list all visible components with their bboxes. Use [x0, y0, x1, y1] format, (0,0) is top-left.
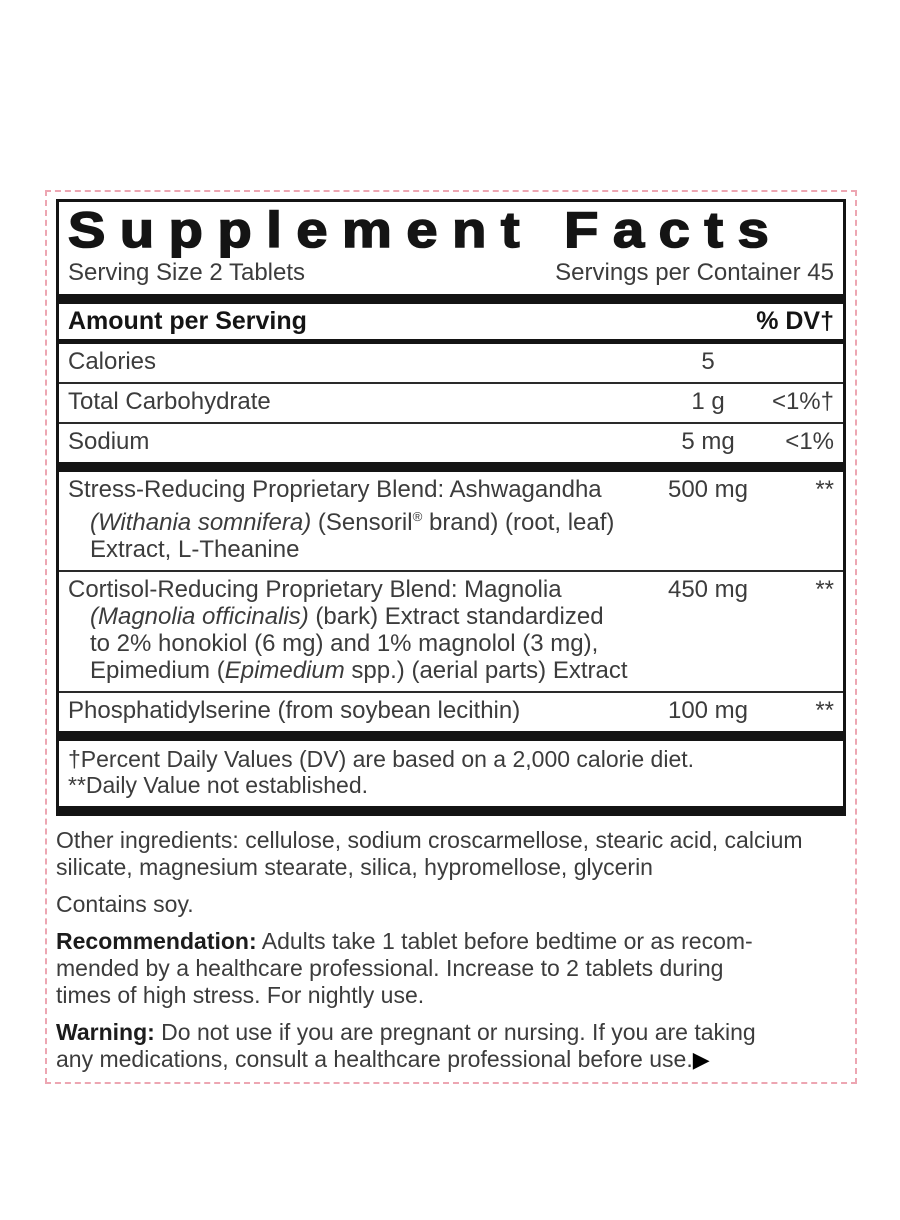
blend-detail-line: to 2% honokiol (6 mg) and 1% magnolol (3… — [90, 630, 599, 657]
label-cut-boundary: Supplement Facts Serving Size 2 Tablets … — [45, 190, 857, 1084]
nutrient-dv: ** — [815, 697, 834, 724]
serving-size-text: Serving Size 2 Tablets — [68, 259, 306, 286]
blend-detail-line: Extract, L-Theanine — [90, 536, 300, 563]
recommendation-text: Adults take 1 tablet before bedtime or a… — [256, 928, 753, 954]
blend-name: Cortisol-Reducing Proprietary Blend: Mag… — [68, 576, 562, 603]
serving-info-row: Serving Size 2 Tablets Servings per Cont… — [68, 255, 834, 294]
nutrient-dv: <1% — [785, 428, 834, 455]
registered-trademark-icon: ® — [412, 509, 423, 524]
nutrient-amount: 100 mg — [667, 697, 749, 724]
other-ingredients-line: Other ingredients: cellulose, sodium cro… — [56, 827, 803, 853]
nutrient-amount: 5 mg — [681, 428, 735, 455]
blend-amount: 450 mg — [667, 576, 749, 603]
divider-thin — [59, 382, 843, 384]
nutrient-row-calories: Calories 5 — [68, 344, 834, 382]
divider-thin — [59, 570, 843, 572]
contains-statement: Contains soy. — [56, 891, 194, 917]
nutrient-name: Sodium — [68, 428, 150, 455]
below-panel-text: Other ingredients: cellulose, sodium cro… — [56, 816, 846, 1073]
amount-per-serving-header: Amount per Serving — [68, 307, 307, 335]
nutrient-name: Phosphatidylserine (from soybean lecithi… — [68, 697, 521, 724]
servings-per-container-text: Servings per Container 45 — [555, 259, 834, 286]
daily-value-footnote: **Daily Value not established. — [68, 772, 369, 798]
warning-line: Warning: Do not use if you are pregnant … — [56, 1019, 846, 1046]
blend-detail-text: brand) (root, leaf) — [422, 509, 615, 536]
botanical-name: (Withania somnifera) — [90, 509, 312, 536]
nutrient-name: Total Carbohydrate — [68, 388, 271, 415]
other-ingredients-paragraph: Other ingredients: cellulose, sodium cro… — [56, 827, 846, 881]
nutrient-row-sodium: Sodium 5 mg <1% — [68, 424, 834, 462]
nutrient-dv: <1%† — [771, 388, 834, 415]
recommendation-line: times of high stress. For nightly use. — [56, 982, 425, 1008]
blend-dv: ** — [815, 476, 834, 503]
nutrient-name: Calories — [68, 348, 157, 375]
warning-line: any medications, consult a healthcare pr… — [56, 1046, 846, 1073]
divider-thin — [59, 691, 843, 693]
blend-name: Stress-Reducing Proprietary Blend: Ashwa… — [68, 476, 602, 503]
blend-row-cortisol-reducing: Cortisol-Reducing Proprietary Blend: Mag… — [68, 572, 834, 691]
blend-dv: ** — [815, 576, 834, 603]
blend-detail-line: (Magnolia officinalis) (bark) Extract st… — [68, 603, 834, 630]
blend-detail-text: Epimedium ( — [90, 657, 225, 684]
blend-detail-line: Epimedium (Epimedium spp.) (aerial parts… — [68, 657, 834, 684]
supplement-facts-panel: Supplement Facts Serving Size 2 Tablets … — [56, 199, 846, 816]
panel-title: Supplement Facts — [67, 202, 784, 258]
warning-text: any medications, consult a healthcare pr… — [56, 1046, 693, 1072]
blend-first-line: Stress-Reducing Proprietary Blend: Ashwa… — [68, 476, 834, 503]
other-ingredients-line: silicate, magnesium stearate, silica, hy… — [56, 854, 653, 880]
blend-detail-text: (Sensoril — [311, 509, 413, 536]
blend-first-line: Cortisol-Reducing Proprietary Blend: Mag… — [68, 576, 834, 603]
blend-row-stress-reducing: Stress-Reducing Proprietary Blend: Ashwa… — [68, 472, 834, 570]
divider-thick-top — [59, 294, 843, 304]
divider-thick-middle — [59, 462, 843, 472]
nutrient-amount: 1 g — [691, 388, 725, 415]
recommendation-paragraph: Recommendation: Adults take 1 tablet bef… — [56, 928, 846, 1009]
divider-thin — [59, 422, 843, 424]
warning-text: Do not use if you are pregnant or nursin… — [154, 1019, 756, 1045]
recommendation-line: Recommendation: Adults take 1 tablet bef… — [56, 928, 846, 955]
column-header-row: Amount per Serving % DV† — [68, 304, 834, 339]
recommendation-label: Recommendation: — [56, 928, 257, 954]
recommendation-line: mended by a healthcare professional. Inc… — [56, 955, 724, 981]
blend-detail-line: (Withania somnifera) (Sensoril® brand) (… — [68, 503, 834, 536]
dv-footnote: †Percent Daily Values (DV) are based on … — [68, 746, 695, 772]
botanical-name: Epimedium — [224, 657, 345, 684]
footnotes-section: †Percent Daily Values (DV) are based on … — [68, 741, 834, 806]
blend-detail-text: spp.) (aerial parts) Extract — [344, 657, 628, 684]
nutrient-row-phosphatidylserine: Phosphatidylserine (from soybean lecithi… — [68, 693, 834, 731]
warning-label: Warning: — [56, 1019, 155, 1045]
continuation-arrow-icon: ▶ — [692, 1047, 710, 1072]
blend-amount: 500 mg — [667, 476, 749, 503]
divider-medium — [59, 339, 843, 344]
nutrient-row-total-carbohydrate: Total Carbohydrate 1 g <1%† — [68, 384, 834, 422]
blend-detail-text: (bark) Extract standardized — [308, 603, 604, 630]
botanical-name: (Magnolia officinalis) — [90, 603, 309, 630]
warning-paragraph: Warning: Do not use if you are pregnant … — [56, 1019, 846, 1073]
divider-thick-bottom — [59, 731, 843, 741]
nutrient-amount: 5 — [701, 348, 715, 375]
percent-dv-header: % DV† — [756, 307, 834, 335]
